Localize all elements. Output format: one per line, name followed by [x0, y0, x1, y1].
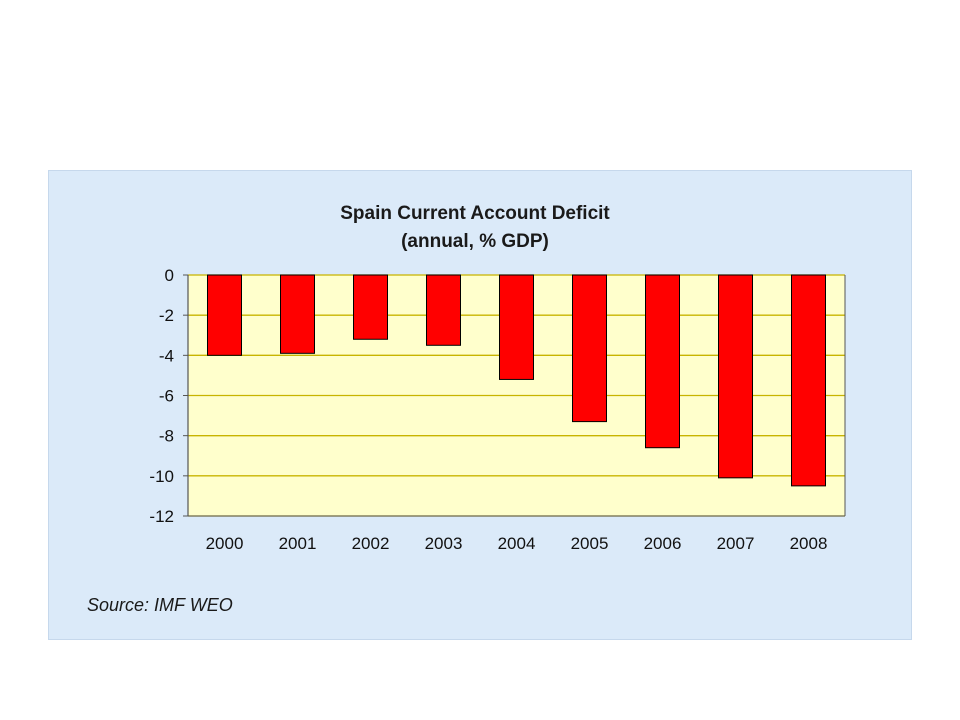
bar-2004 — [499, 274, 534, 380]
y-tick-label: -4 — [159, 346, 174, 365]
x-tick-label: 2003 — [425, 534, 463, 553]
y-tick-label: -8 — [159, 427, 174, 446]
y-tick-labels: 0 -2 -4 -6 -8 -10 -12 — [149, 266, 174, 526]
chart-subtitle: (annual, % GDP) — [401, 231, 549, 252]
x-tick-label: 2006 — [644, 534, 682, 553]
bars — [207, 274, 826, 487]
axes — [187, 275, 846, 517]
x-tick-label: 2008 — [790, 534, 828, 553]
chart-title: Spain Current Account Deficit — [340, 203, 610, 224]
chart-panel: Spain Current Account Deficit (annual, %… — [48, 170, 912, 640]
bar-2000 — [207, 274, 242, 356]
y-tick-label: -6 — [159, 387, 174, 406]
bar-2001 — [280, 274, 315, 354]
y-tick-label: -2 — [159, 306, 174, 325]
x-tick-labels: 2000 2001 2002 2003 2004 2005 2006 2007 2008 — [206, 534, 828, 553]
x-tick-label: 2001 — [279, 534, 317, 553]
bar-2005 — [572, 274, 607, 423]
bar-chart: Spain Current Account Deficit (annual, %… — [149, 203, 846, 553]
x-tick-label: 2005 — [571, 534, 609, 553]
y-tick-label: -12 — [149, 507, 174, 526]
bar-2003 — [426, 274, 461, 346]
x-tick-label: 2000 — [206, 534, 244, 553]
x-tick-label: 2002 — [352, 534, 390, 553]
bar-2008 — [791, 274, 826, 487]
bar-2002 — [353, 274, 388, 340]
bar-2006 — [645, 274, 680, 449]
x-tick-label: 2004 — [498, 534, 536, 553]
y-tick-label: 0 — [165, 266, 174, 285]
source-note: Source: IMF WEO — [87, 595, 233, 615]
bar-2007 — [718, 274, 753, 479]
y-tick-label: -10 — [149, 467, 174, 486]
x-tick-label: 2007 — [717, 534, 755, 553]
